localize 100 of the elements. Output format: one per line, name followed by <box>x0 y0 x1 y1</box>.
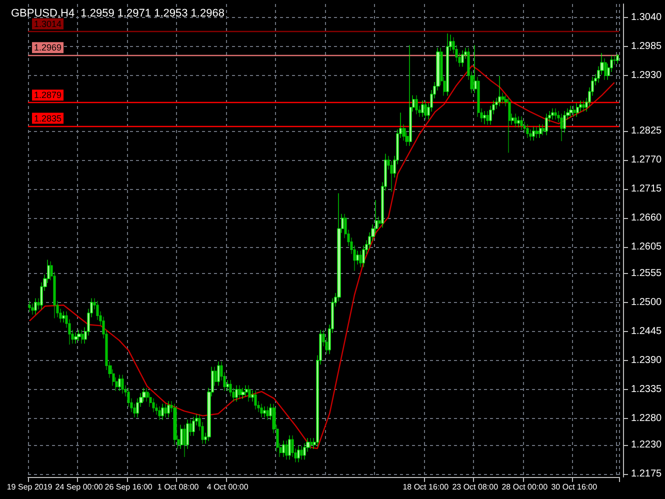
candlestick <box>260 403 263 418</box>
candlestick <box>378 216 381 228</box>
candlestick <box>514 113 517 128</box>
candlestick <box>118 374 121 392</box>
candlestick <box>551 108 554 120</box>
candlestick <box>532 126 535 141</box>
candlestick <box>297 446 300 463</box>
candlestick <box>520 116 523 130</box>
candlestick <box>285 440 288 460</box>
candlestick <box>545 113 548 136</box>
x-tick-label: 1 Oct 08:00 <box>157 482 200 492</box>
y-tick-label: 1.2335 <box>631 384 662 395</box>
candlestick <box>62 311 65 323</box>
candlestick <box>424 100 427 120</box>
candlestick <box>217 361 220 386</box>
y-tick-label: 1.3040 <box>631 12 662 24</box>
candlestick <box>158 406 161 420</box>
candlestick <box>263 406 266 418</box>
candlestick <box>446 33 449 96</box>
candlestick <box>554 108 557 120</box>
candlestick <box>474 44 477 94</box>
candlestick <box>121 374 124 394</box>
candlestick <box>526 124 529 138</box>
candlestick <box>37 298 40 310</box>
candlestick <box>77 330 81 342</box>
candlestick <box>164 403 167 418</box>
candlestick <box>483 110 486 125</box>
y-tick-label: 1.2390 <box>631 354 662 366</box>
line-series <box>28 65 615 450</box>
candlestick <box>409 44 412 146</box>
x-tick-label: 23 Oct 08:00 <box>452 482 499 492</box>
candlestick <box>186 419 189 450</box>
candlestick <box>254 390 257 410</box>
ref-line-label: 1.2969 <box>34 42 62 53</box>
candlestick <box>173 403 177 446</box>
x-tick-label: 30 Oct 16:00 <box>551 482 598 492</box>
candlestick <box>28 300 31 312</box>
candlestick <box>573 105 576 118</box>
candlestick <box>560 113 563 142</box>
candlestick <box>282 440 285 458</box>
candlestick <box>167 400 170 418</box>
chart-title: GBPUSD,H4 1.2959 1.2971 1.2953 1.2968 <box>11 8 224 20</box>
candlestick <box>288 435 291 460</box>
candlestick <box>310 438 313 450</box>
candlestick <box>517 116 520 128</box>
y-tick-label: 1.2175 <box>631 468 662 480</box>
candlestick <box>616 54 619 64</box>
candlestick <box>415 94 418 115</box>
candlestick <box>461 50 464 68</box>
y-tick-label: 1.2985 <box>631 41 662 52</box>
candlestick <box>613 55 616 65</box>
candlestick <box>563 110 566 133</box>
candlestick <box>486 110 489 126</box>
candlestick <box>226 380 229 392</box>
candlestick <box>251 390 254 402</box>
y-tick-label: 1.2930 <box>631 70 662 82</box>
candlestick <box>576 102 579 118</box>
y-tick-label: 1.2230 <box>631 439 662 450</box>
candlestick <box>300 446 303 460</box>
x-tick-label: 28 Oct 00:00 <box>502 482 548 492</box>
candlestick <box>508 98 511 153</box>
candlestick <box>183 424 186 458</box>
ref-line-label: 1.2835 <box>34 113 62 124</box>
ref-line-label: 1.3014 <box>34 18 62 29</box>
candlestick <box>235 384 238 402</box>
x-tick-label: 19 Sep 2019 <box>6 482 53 492</box>
candlestick <box>266 406 269 420</box>
ref-line-label: 1.2879 <box>34 90 62 100</box>
candlestick <box>511 113 514 126</box>
candlestick <box>74 332 78 344</box>
candlestick <box>269 403 272 420</box>
y-tick-label: 1.2280 <box>631 412 662 424</box>
candlestick <box>498 75 501 107</box>
candlestick <box>542 124 545 136</box>
y-tick-label: 1.2605 <box>631 242 662 253</box>
candlestick <box>192 416 195 436</box>
candlestick <box>539 124 542 138</box>
candlestick <box>214 366 217 386</box>
x-tick-label: 26 Sep 16:00 <box>104 482 153 492</box>
candlestick <box>604 58 607 80</box>
y-tick-label: 1.2770 <box>631 154 662 166</box>
candlestick <box>356 250 359 265</box>
candlestick <box>245 384 248 397</box>
y-tick-label: 1.2715 <box>631 184 662 195</box>
candlestick <box>248 384 251 402</box>
x-tick-label: 4 Oct 00:00 <box>206 482 249 492</box>
candlestick <box>359 250 362 268</box>
y-tick-label: 1.2500 <box>631 296 662 308</box>
candlestick <box>501 92 505 104</box>
candlestick <box>81 330 84 344</box>
y-tick-label: 1.2445 <box>631 326 662 337</box>
candlestick <box>34 298 37 315</box>
y-tick-label: 1.2660 <box>631 212 662 224</box>
candlestick <box>189 419 192 436</box>
y-tick-label: 1.2825 <box>631 126 662 137</box>
candlestick <box>161 403 164 420</box>
candlestick <box>238 384 242 400</box>
candlestick <box>535 126 539 138</box>
candlestick <box>180 424 183 450</box>
candlestick <box>31 303 34 315</box>
